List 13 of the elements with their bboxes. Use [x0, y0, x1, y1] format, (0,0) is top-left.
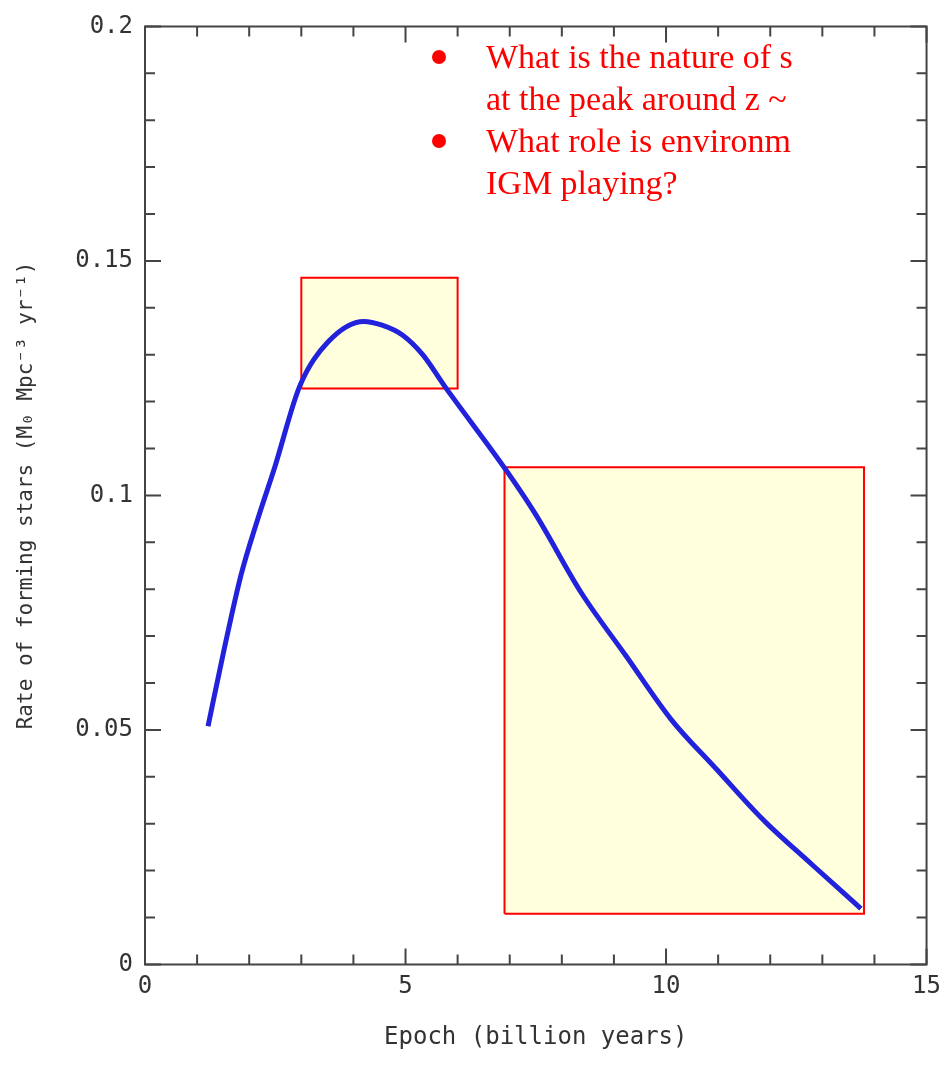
y-tick-label: 0.2 — [89, 10, 133, 39]
x-tick-label: 5 — [398, 971, 413, 1000]
y-tick-label: 0.15 — [75, 245, 133, 274]
y-tick-label: 0.05 — [75, 714, 133, 743]
x-axis-title: Epoch (billion years) — [384, 1021, 688, 1050]
annotation: What is the nature of s at the peak around z ~ — [486, 37, 793, 119]
y-axis-title: Rate of forming stars (M₀ Mpc⁻³ yr⁻¹) — [13, 261, 38, 730]
x-tick-label: 10 — [651, 971, 681, 1000]
y-tick-label: 0 — [118, 948, 133, 977]
annotation: What role is environm IGM playing? — [486, 121, 791, 203]
x-tick-label: 0 — [137, 971, 153, 1000]
x-tick-label: 15 — [912, 971, 941, 1000]
y-tick-label: 0.1 — [89, 479, 133, 508]
